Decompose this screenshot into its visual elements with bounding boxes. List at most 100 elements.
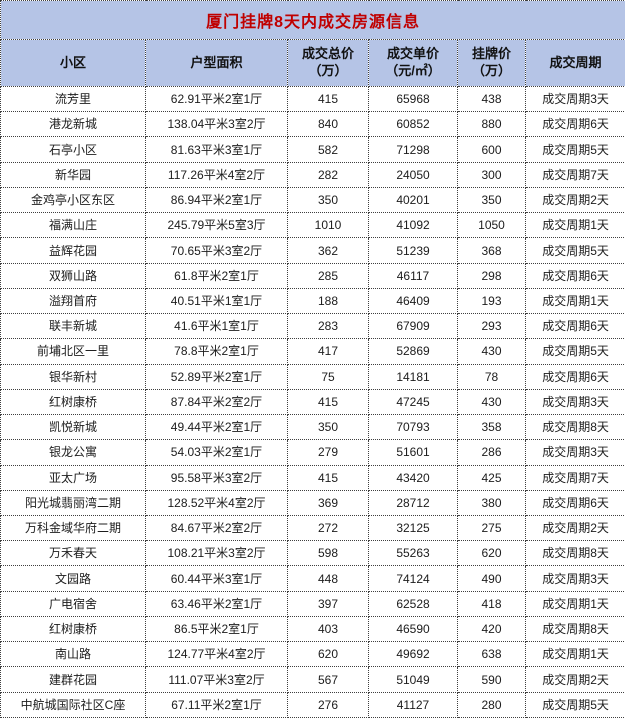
table-cell: 193	[457, 287, 526, 315]
table-cell: 74124	[368, 565, 458, 592]
table-cell: 前埔北区一里	[0, 338, 146, 365]
table-row: 广电宿舍 63.46平米2室1厅 397 62528 418 成交周期1天	[0, 590, 625, 617]
table-cell: 590	[457, 666, 526, 693]
table-row: 新华园 117.26平米4室2厅 282 24050 300 成交周期7天	[0, 161, 625, 188]
table-cell: 430	[457, 338, 526, 365]
table-row: 中航城国际社区C座 67.11平米2室1厅 276 41127 280 成交周期5天	[0, 691, 625, 718]
table-cell: 1010	[287, 212, 369, 239]
table-cell: 成交周期3天	[524, 85, 625, 113]
table-cell: 567	[287, 666, 369, 693]
table-cell: 61.8平米2室1厅	[145, 262, 288, 289]
column-header: 成交总价 （万）	[287, 39, 369, 87]
table-cell: 51601	[368, 439, 458, 466]
table-cell: 448	[287, 565, 369, 592]
table-cell: 62528	[368, 590, 458, 617]
table-cell: 43420	[368, 464, 458, 491]
table-cell: 245.79平米5室3厅	[145, 212, 288, 239]
table-cell: 成交周期1天	[524, 590, 625, 617]
table-cell: 40201	[368, 186, 458, 214]
table-cell: 70.65平米3室2厅	[145, 237, 288, 264]
table-row: 联丰新城 41.6平米1室1厅 283 67909 293 成交周期6天	[0, 313, 625, 340]
table-cell: 成交周期5天	[524, 136, 625, 163]
table-cell: 369	[287, 489, 369, 516]
table-cell: 成交周期6天	[524, 313, 625, 340]
table-cell: 71298	[368, 136, 458, 163]
table-cell: 286	[457, 439, 526, 466]
table-cell: 298	[457, 262, 526, 289]
table-cell: 840	[287, 111, 369, 138]
table-cell: 275	[457, 514, 526, 542]
table-cell: 银龙公寓	[0, 439, 146, 466]
table-cell: 52.89平米2室1厅	[145, 363, 288, 390]
table-row: 金鸡亭小区东区 86.94平米2室1厅 350 40201 350 成交周期2天	[0, 186, 625, 214]
table-cell: 60852	[368, 111, 458, 138]
table-cell: 成交周期6天	[524, 489, 625, 516]
table-cell: 福满山庄	[0, 212, 146, 239]
table-row: 银龙公寓 54.03平米2室1厅 279 51601 286 成交周期3天	[0, 439, 625, 466]
column-header: 小区	[0, 39, 146, 87]
table-cell: 60.44平米3室1厅	[145, 565, 288, 592]
table-cell: 282	[287, 161, 369, 188]
table-row: 港龙新城 138.04平米3室2厅 840 60852 880 成交周期6天	[0, 111, 625, 138]
table-cell: 红树康桥	[0, 388, 146, 416]
table-cell: 54.03平米2室1厅	[145, 439, 288, 466]
table-cell: 87.84平米2室2厅	[145, 388, 288, 416]
table-row: 文园路 60.44平米3室1厅 448 74124 490 成交周期3天	[0, 565, 625, 592]
table-cell: 350	[457, 186, 526, 214]
table-cell: 362	[287, 237, 369, 264]
table-cell: 成交周期5天	[524, 691, 625, 718]
table-cell: 638	[457, 641, 526, 668]
table-cell: 425	[457, 464, 526, 491]
table-cell: 582	[287, 136, 369, 163]
table-cell: 49692	[368, 641, 458, 668]
table-cell: 51239	[368, 237, 458, 264]
table-cell: 新华园	[0, 161, 146, 188]
table-cell: 中航城国际社区C座	[0, 691, 146, 718]
table-row: 凯悦新城 49.44平米2室1厅 350 70793 358 成交周期8天	[0, 414, 625, 441]
table-cell: 建群花园	[0, 666, 146, 693]
table-cell: 52869	[368, 338, 458, 365]
table-cell: 双狮山路	[0, 262, 146, 289]
table-cell: 279	[287, 439, 369, 466]
table-cell: 95.58平米3室2厅	[145, 464, 288, 491]
table-cell: 万科金域华府二期	[0, 514, 146, 542]
table-cell: 430	[457, 388, 526, 416]
table-cell: 成交周期1天	[524, 212, 625, 239]
table-cell: 成交周期3天	[524, 388, 625, 416]
table-cell: 880	[457, 111, 526, 138]
table-cell: 成交周期8天	[524, 540, 625, 567]
table-title: 厦门挂牌8天内成交房源信息	[0, 0, 625, 40]
table-cell: 成交周期8天	[524, 615, 625, 643]
table-cell: 75	[287, 363, 369, 390]
table-cell: 40.51平米1室1厅	[145, 287, 288, 315]
table-cell: 285	[287, 262, 369, 289]
table-cell: 14181	[368, 363, 458, 390]
table-row: 建群花园 111.07平米3室2厅 567 51049 590 成交周期2天	[0, 666, 625, 693]
table-cell: 417	[287, 338, 369, 365]
table-row: 银华新村 52.89平米2室1厅 75 14181 78 成交周期6天	[0, 363, 625, 390]
table-cell: 成交周期6天	[524, 363, 625, 390]
table-cell: 111.07平米3室2厅	[145, 666, 288, 693]
table-cell: 港龙新城	[0, 111, 146, 138]
table-cell: 51049	[368, 666, 458, 693]
table-row: 双狮山路 61.8平米2室1厅 285 46117 298 成交周期6天	[0, 262, 625, 289]
header-row: 小区 户型面积 成交总价 （万） 成交单价 （元/㎡） 挂牌价 （万） 成交周期	[0, 39, 625, 87]
table-cell: 86.94平米2室1厅	[145, 186, 288, 214]
table-cell: 流芳里	[0, 85, 146, 113]
table-cell: 成交周期6天	[524, 262, 625, 289]
table-cell: 78.8平米2室1厅	[145, 338, 288, 365]
table-cell: 272	[287, 514, 369, 542]
table-cell: 420	[457, 615, 526, 643]
table-cell: 368	[457, 237, 526, 264]
table-cell: 188	[287, 287, 369, 315]
column-header: 成交周期	[524, 39, 625, 87]
table-cell: 55263	[368, 540, 458, 567]
table-cell: 成交周期5天	[524, 237, 625, 264]
table-row: 红树康桥 87.84平米2室2厅 415 47245 430 成交周期3天	[0, 388, 625, 416]
table-cell: 成交周期2天	[524, 514, 625, 542]
table-cell: 65968	[368, 85, 458, 113]
table-row: 溢翔首府 40.51平米1室1厅 188 46409 193 成交周期1天	[0, 287, 625, 315]
table-cell: 350	[287, 414, 369, 441]
table-cell: 415	[287, 85, 369, 113]
